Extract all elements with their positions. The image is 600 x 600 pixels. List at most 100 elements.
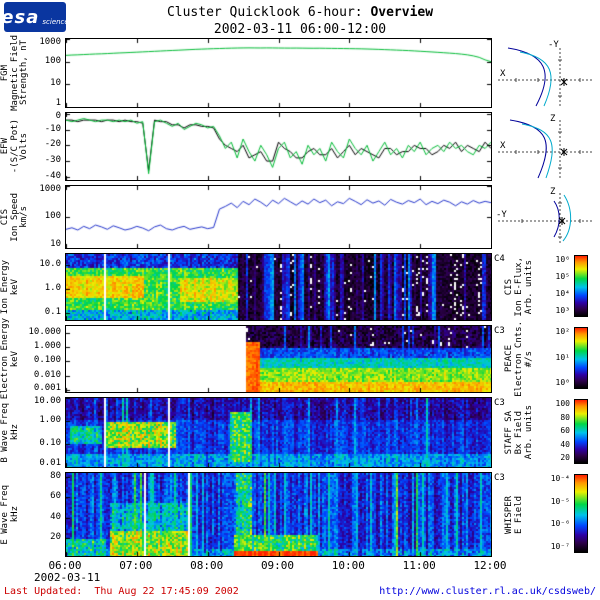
y-tick-label: 0.10 <box>39 438 61 448</box>
colorbar-title-line: #/s <box>524 350 534 368</box>
colorbar-tick-label: 10⁵ <box>555 272 570 281</box>
y-tick-label: 10.000 <box>28 326 61 337</box>
y-tick-labels: 0 -10 -20 -30 -40 <box>30 111 63 181</box>
y-tick-label: 0.010 <box>33 369 61 380</box>
y-tick-label: 10 <box>50 78 61 89</box>
time-tick-label: 09:00 <box>260 559 295 572</box>
colorbar-tick-labels: 10² 10¹ 10⁰ <box>536 327 572 389</box>
y-tick-label: 1000 <box>39 37 61 47</box>
y-tick-labels: 10.0 1.0 0.1 <box>30 253 63 321</box>
time-tick-label: 06:00 <box>48 559 82 572</box>
colorbar-title-line: Bx Field <box>514 410 524 455</box>
page-title-regular: Cluster Quicklook 6-hour: <box>166 5 363 20</box>
panel-b-wave: B Wave Freq kHz 10.00 1.00 0.10 0.01 C3 STA… <box>0 396 600 468</box>
colorbar-tick-label: 60 <box>560 426 570 435</box>
y-axis-label: Ion Energy keV <box>0 253 30 321</box>
y-tick-label: -10 <box>44 123 61 134</box>
orbit-axis-top-label: Z <box>550 114 556 124</box>
ylabel-line: Strength, nT <box>19 40 29 106</box>
colorbar-tick-label: 10³ <box>555 306 570 315</box>
y-tick-label: 10.0 <box>39 259 61 270</box>
y-tick-label: 0.001 <box>33 383 61 393</box>
date-label: 2002-03-11 <box>34 571 101 584</box>
y-tick-label: 0 <box>55 111 61 121</box>
time-tick-label: 08:00 <box>190 559 224 572</box>
y-axis-label: Electron Energy keV <box>0 318 30 399</box>
esa-logo-text: esa <box>1 6 40 28</box>
orbit-plot-minus-y-vs-z: Z -Y <box>496 187 592 245</box>
orbit-plot-x-vs-minus-y: -Y X <box>498 40 592 107</box>
y-axis-label: B Wave Freq kHz <box>0 397 30 468</box>
y-axis-label: E Wave Freq kHz <box>0 472 30 557</box>
y-axis-label: EFW -(S/C Pot) Volts <box>0 112 30 181</box>
time-tick-label: 11:00 <box>402 559 436 572</box>
colorbar-tick-label: 10¹ <box>555 352 570 362</box>
colorbar-title-line: STAFF SA <box>504 410 514 455</box>
last-updated: Last Updated: Thu Aug 22 17:45:09 2002 <box>4 586 239 597</box>
y-tick-label: 1.000 <box>33 341 61 352</box>
colorbar-tick-labels: 10⁻⁴ 10⁻⁵ 10⁻⁶ 10⁻⁷ <box>536 474 572 553</box>
y-tick-label: 1.00 <box>39 415 61 425</box>
colorbar-tick-label: 10⁶ <box>555 255 570 264</box>
y-tick-label: 10.00 <box>33 396 61 406</box>
colorbar-tick-label: 10⁰ <box>555 378 570 387</box>
ylabel-line: kHz <box>9 506 20 523</box>
last-updated-timestamp: Thu Aug 22 17:45:09 2002 <box>94 586 239 597</box>
colorbar-zone-cis: C4 CIS Ion E-Flux, Arb. units 10⁶ 10⁵ 10⁴ 1… <box>492 253 600 321</box>
ylabel-line: Volts <box>19 132 29 161</box>
page-title: Cluster Quicklook 6-hour: Overview <box>70 5 530 20</box>
ylabel-line: keV <box>9 278 20 296</box>
colorbar-title: PEACE Electron Cnts. #/s <box>504 321 534 397</box>
y-tick-labels: 10.000 1.000 0.100 0.010 0.001 <box>28 325 63 393</box>
orbit-zone-xy: -Y X <box>492 38 600 108</box>
electron-energy-spectrogram <box>65 325 492 393</box>
orbit-axis-left-label: X <box>500 141 506 151</box>
orbit-axis-left-label: X <box>500 69 506 79</box>
esa-science-label: science <box>42 18 69 26</box>
y-tick-label: 1 <box>55 98 61 108</box>
y-axis-label: FGM Magnetic Field Strength, nT <box>0 35 30 111</box>
e-wave-spectrogram <box>65 472 492 557</box>
y-tick-label: -30 <box>44 155 61 166</box>
cis-speed-line-plot <box>65 185 492 249</box>
y-axis-label: CIS Ion Speed km/s <box>0 185 30 249</box>
colorbar-title-line: Arb. units <box>524 405 534 460</box>
time-tick-label: 10:00 <box>331 559 365 572</box>
colorbar-title-line: Electron Cnts. <box>514 321 524 397</box>
colorbar-peace <box>574 327 588 389</box>
csdsweb-link[interactable]: http://www.cluster.rl.ac.uk/csdsweb/ <box>379 586 596 597</box>
panel-cis-speed: CIS Ion Speed km/s 1000 100 10 Z -Y <box>0 184 600 249</box>
spacecraft-tag: C4 <box>494 254 505 264</box>
efw-line-plot <box>65 112 492 181</box>
colorbar-cis <box>574 255 588 317</box>
fgm-line-plot <box>65 38 492 108</box>
colorbar-title: WHISPER E Field <box>504 472 524 557</box>
colorbar-tick-label: 100 <box>555 399 570 408</box>
y-tick-label: 0.1 <box>44 306 61 317</box>
time-tick-label: 12:00 <box>473 559 507 572</box>
last-updated-label: Last Updated: <box>4 586 83 597</box>
colorbar-tick-label: 80 <box>560 412 570 422</box>
colorbar-tick-label: 10⁴ <box>555 289 570 298</box>
y-tick-label: 1000 <box>39 184 61 194</box>
panel-efw: EFW -(S/C Pot) Volts 0 -10 -20 -30 -40 Z X <box>0 111 600 181</box>
colorbar-title-line: CIS <box>504 278 514 296</box>
colorbar-tick-label: 20 <box>560 453 570 462</box>
spacecraft-tag: C3 <box>494 326 505 336</box>
y-tick-label: 40 <box>50 511 61 522</box>
orbit-plot-x-vs-z: Z X <box>498 114 592 179</box>
y-tick-label: 20 <box>50 531 61 542</box>
colorbar-tick-label: 10⁻⁷ <box>550 542 570 551</box>
colorbar-zone-whisper: C3 WHISPER E Field 10⁻⁴ 10⁻⁵ 10⁻⁶ 10⁻⁷ <box>492 472 600 557</box>
spacecraft-tag: C3 <box>494 398 505 408</box>
colorbar-title-line: PEACE <box>504 345 514 373</box>
y-tick-label: -20 <box>44 139 61 150</box>
colorbar-title-line: E Field <box>514 495 524 534</box>
colorbar-title: STAFF SA Bx Field Arb. units <box>504 397 534 468</box>
panel-fgm: FGM Magnetic Field Strength, nT 1000 100 1… <box>0 35 600 111</box>
colorbar-whisper <box>574 474 588 553</box>
colorbar-staff <box>574 399 588 464</box>
orbit-axis-top-label: -Y <box>548 40 559 50</box>
colorbar-tick-labels: 10⁶ 10⁵ 10⁴ 10³ <box>536 255 572 317</box>
